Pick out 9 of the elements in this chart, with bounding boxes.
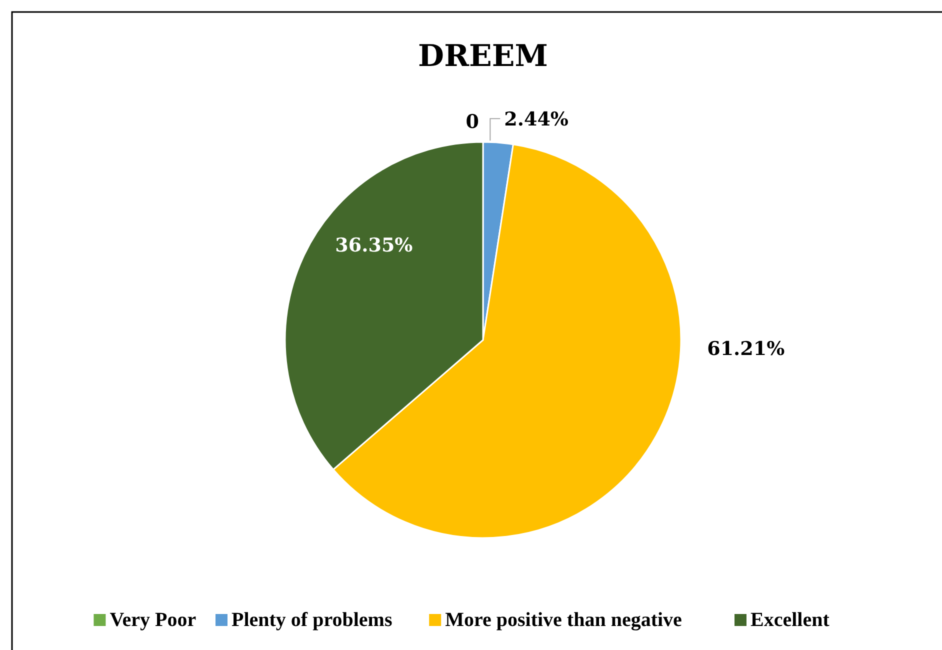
data-label: 61.21%	[707, 338, 785, 360]
legend-label: Plenty of problems	[232, 609, 392, 631]
legend-label: Excellent	[750, 609, 830, 631]
text: 0	[466, 111, 479, 133]
data-label: 36.35%	[335, 234, 413, 256]
data-label: 2.44%	[504, 108, 569, 131]
legend-label: More positive than negative	[445, 609, 682, 631]
legend-label: Very Poor	[110, 609, 196, 631]
chart-title: DREEM	[418, 39, 548, 74]
